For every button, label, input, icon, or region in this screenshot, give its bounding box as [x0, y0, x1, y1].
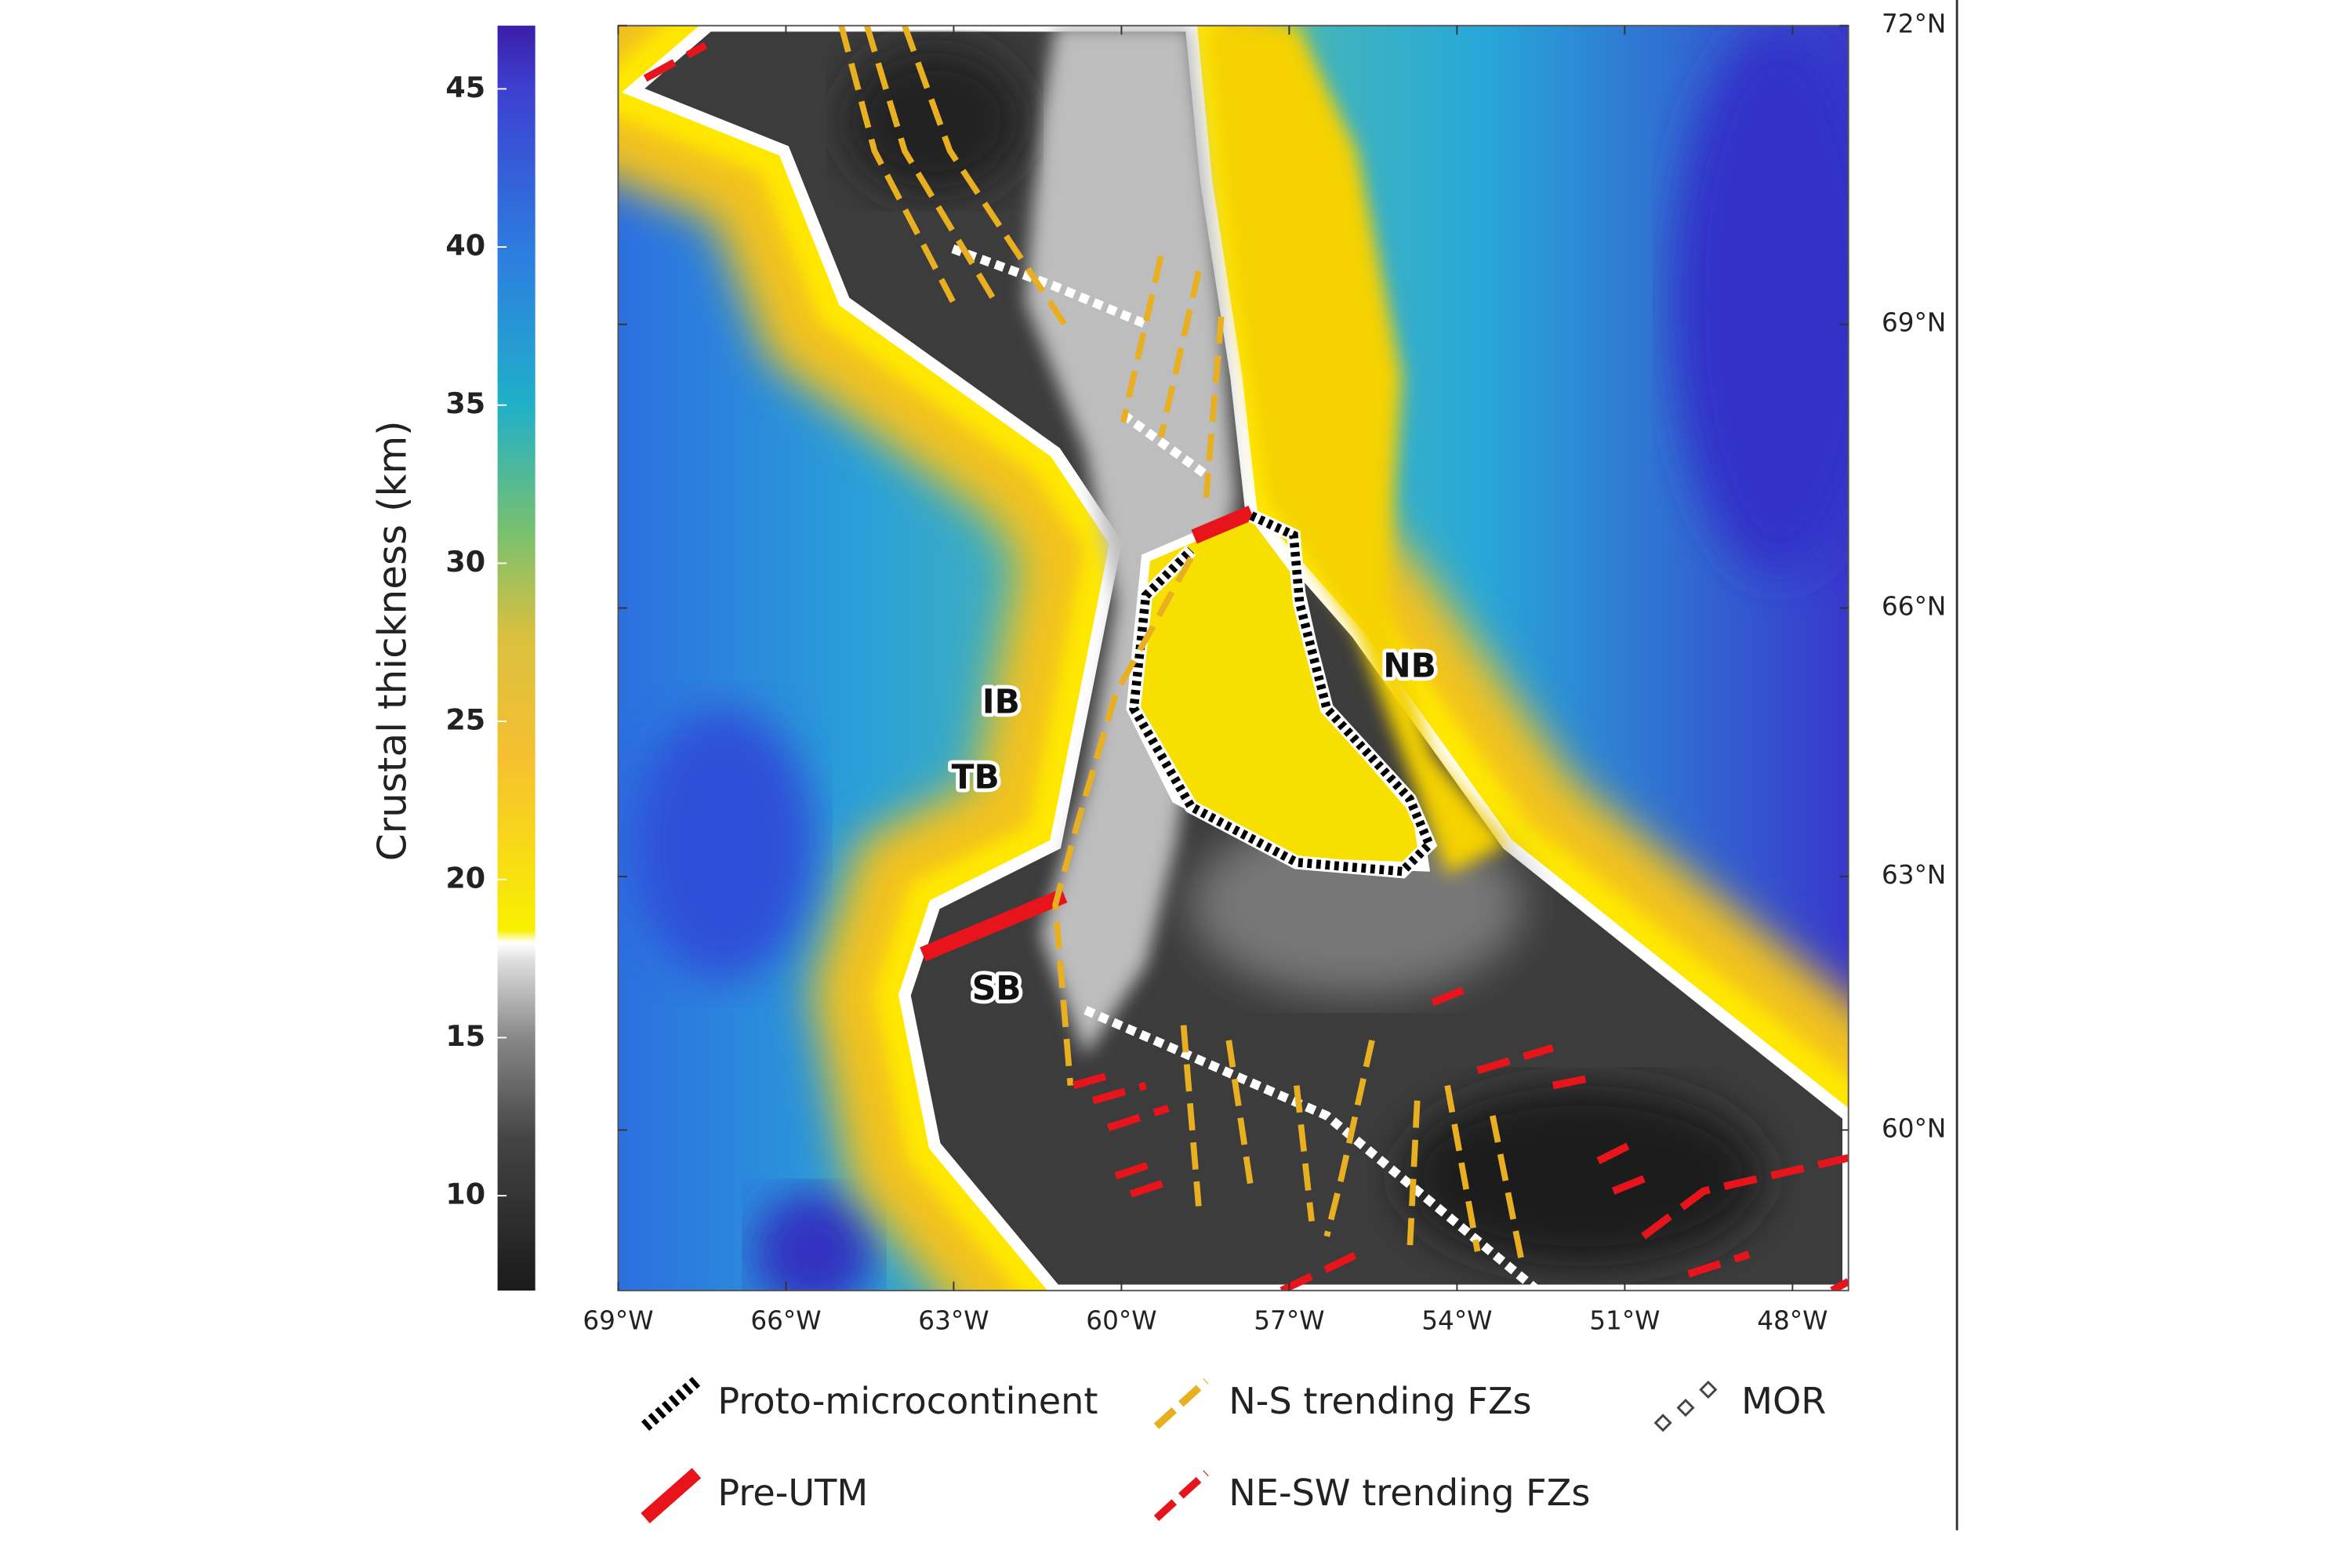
legend-label: N-S trending FZs	[1229, 1380, 1531, 1422]
x-tick-label: 60°W	[1086, 1306, 1156, 1336]
colorbar	[497, 25, 535, 1291]
x-tick-label: 54°W	[1421, 1306, 1492, 1336]
legend-icon	[641, 1376, 701, 1431]
colorbar-tick-label: 45	[445, 71, 485, 104]
y-tick-label: 66°N	[1882, 592, 1946, 622]
x-tick-label: 63°W	[918, 1306, 989, 1336]
legend-icon	[1153, 1470, 1209, 1522]
region-label: IB	[982, 683, 1020, 721]
legend-icon	[641, 1468, 702, 1524]
x-tick-label: 48°W	[1757, 1306, 1828, 1336]
legend: Proto-microcontinent N-S trending FZs MO…	[641, 1376, 1826, 1524]
legend-label: Pre-UTM	[717, 1472, 868, 1514]
colorbar-tick-label: 25	[445, 703, 485, 737]
colorbar-tick-label: 35	[445, 387, 485, 420]
legend-label: MOR	[1741, 1380, 1826, 1422]
colorbar-tick-label: 15	[445, 1019, 485, 1053]
legend-icon	[1153, 1377, 1209, 1429]
x-tick-label: 51°W	[1589, 1306, 1660, 1336]
region-label: TB	[952, 758, 1000, 797]
y-tick-label: 69°N	[1882, 308, 1946, 338]
colorbar-tick-label: 40	[445, 229, 485, 263]
colorbar-label: Crustal thickness (km)	[369, 420, 415, 861]
map-lines	[643, 25, 1849, 1291]
region-label: SB	[972, 969, 1022, 1007]
y-tick-label: 72°N	[1882, 9, 1946, 39]
region-label: NB	[1383, 646, 1436, 684]
x-tick-label: 57°W	[1254, 1306, 1324, 1336]
legend-label: NE-SW trending FZs	[1229, 1472, 1590, 1514]
y-tick-label: 63°N	[1882, 860, 1946, 890]
x-tick-label: 69°W	[583, 1306, 653, 1336]
legend-icon	[1653, 1380, 1718, 1432]
legend-label: Proto-microcontinent	[717, 1380, 1098, 1422]
y-tick-label: 60°N	[1882, 1113, 1946, 1143]
x-tick-label: 66°W	[750, 1306, 821, 1336]
colorbar-tick-label: 10	[445, 1178, 485, 1211]
map-field	[618, 25, 1849, 1291]
colorbar-tick-label: 20	[445, 861, 485, 895]
map-frame	[617, 24, 1849, 1292]
colorbar-tick-label: 30	[445, 545, 485, 579]
